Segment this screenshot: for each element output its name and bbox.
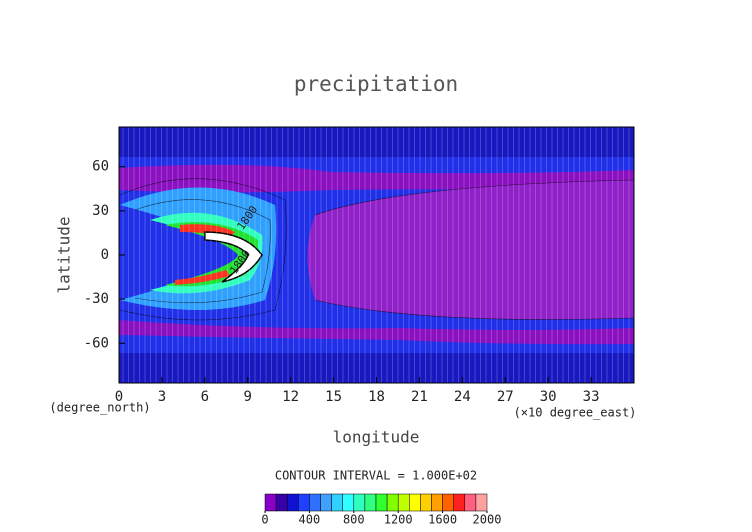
colorbar-box — [475, 493, 488, 512]
colorbar-box — [409, 493, 421, 512]
y-tick-label: -30 — [84, 291, 109, 307]
colorbar-box — [331, 493, 343, 512]
x-unit: (×10 degree_east) — [514, 406, 637, 420]
colorbar-tick-label: 800 — [343, 513, 365, 527]
y-tick-label: 0 — [101, 247, 109, 263]
colorbar-box — [431, 493, 443, 512]
colorbar-title: CONTOUR INTERVAL = 1.000E+02 — [275, 469, 477, 483]
x-tick-label: 24 — [454, 389, 471, 405]
x-tick-label: 30 — [540, 389, 557, 405]
colorbar-box — [353, 493, 366, 512]
x-tick-label: 9 — [244, 389, 252, 405]
colorbar-box — [420, 493, 432, 512]
colorbar-box — [364, 493, 377, 512]
x-tick-label: 12 — [282, 389, 299, 405]
colorbar-box — [375, 493, 388, 512]
colorbar-tick-label: 400 — [299, 513, 321, 527]
x-tick-label: 27 — [497, 389, 514, 405]
x-tick-label: 21 — [411, 389, 428, 405]
colorbar-box — [309, 493, 321, 512]
colorbar-tick-label: 1600 — [428, 513, 457, 527]
x-tick-label: 15 — [325, 389, 342, 405]
colorbar-box — [397, 493, 410, 512]
colorbar-tick-label: 1200 — [384, 513, 413, 527]
x-tick-label: 3 — [158, 389, 166, 405]
colorbar-box — [320, 493, 332, 512]
colorbar-box — [298, 493, 310, 512]
x-tick-label: 33 — [583, 389, 600, 405]
colorbar-box — [442, 493, 454, 512]
chart-title: precipitation — [294, 72, 458, 96]
y-unit: (degree_north) — [49, 401, 150, 415]
colorbar-tick-label: 0 — [261, 513, 268, 527]
colorbar-box — [386, 493, 399, 512]
colorbar-box — [342, 493, 355, 512]
y-axis-label: latitude — [55, 216, 74, 293]
colorbar-tick-label: 2000 — [473, 513, 502, 527]
colorbar-box — [275, 493, 288, 512]
y-tick-label: 60 — [92, 159, 109, 175]
x-axis-label: longitude — [333, 428, 420, 447]
x-tick-label: 0 — [115, 389, 123, 405]
colorbar-box — [464, 493, 477, 512]
colorbar-box — [453, 493, 466, 512]
colorbar-box — [264, 493, 277, 512]
contour-field — [119, 127, 634, 383]
x-tick-label: 6 — [201, 389, 209, 405]
y-tick-label: 30 — [92, 203, 109, 219]
x-tick-label: 18 — [368, 389, 385, 405]
colorbar-box — [286, 493, 299, 512]
y-tick-label: -60 — [84, 335, 109, 351]
